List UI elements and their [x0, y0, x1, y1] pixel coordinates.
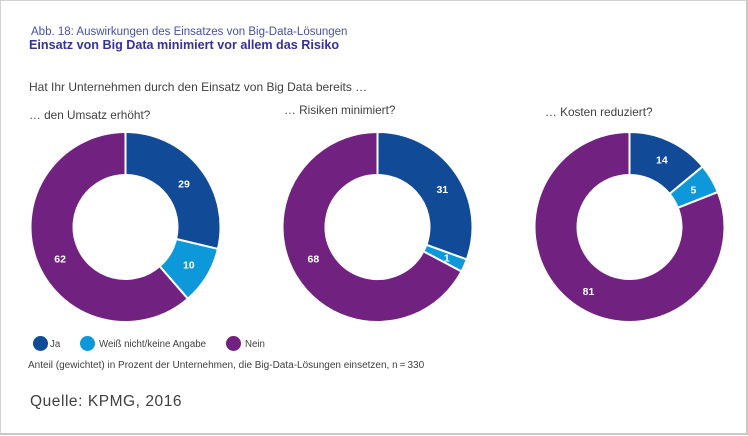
svg-text:31: 31 — [436, 184, 448, 196]
svg-text:14: 14 — [656, 154, 668, 166]
svg-text:29: 29 — [178, 178, 190, 190]
svg-text:1: 1 — [444, 253, 450, 265]
svg-text:68: 68 — [308, 253, 320, 265]
svg-text:81: 81 — [583, 286, 595, 298]
svg-text:5: 5 — [690, 184, 696, 196]
svg-text:10: 10 — [183, 259, 195, 271]
svg-text:62: 62 — [54, 253, 66, 265]
